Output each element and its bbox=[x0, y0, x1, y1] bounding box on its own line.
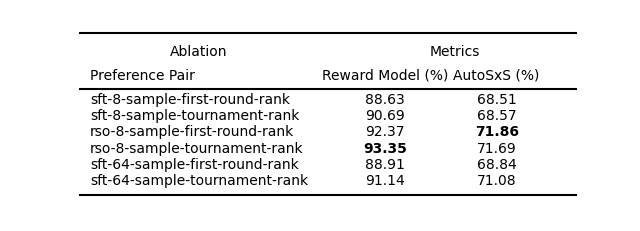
Text: Metrics: Metrics bbox=[429, 45, 479, 59]
Text: Preference Pair: Preference Pair bbox=[90, 69, 195, 83]
Text: rso-8-sample-tournament-rank: rso-8-sample-tournament-rank bbox=[90, 142, 303, 155]
Text: Ablation: Ablation bbox=[170, 45, 228, 59]
Text: 90.69: 90.69 bbox=[365, 109, 405, 123]
Text: 91.14: 91.14 bbox=[365, 174, 405, 188]
Text: AutoSxS (%): AutoSxS (%) bbox=[454, 69, 540, 83]
Text: 88.63: 88.63 bbox=[365, 93, 405, 107]
Text: sft-8-sample-first-round-rank: sft-8-sample-first-round-rank bbox=[90, 93, 290, 107]
Text: 71.08: 71.08 bbox=[477, 174, 516, 188]
Text: 68.57: 68.57 bbox=[477, 109, 516, 123]
Text: sft-64-sample-first-round-rank: sft-64-sample-first-round-rank bbox=[90, 158, 299, 172]
Text: 71.86: 71.86 bbox=[475, 125, 518, 139]
Text: 88.91: 88.91 bbox=[365, 158, 405, 172]
Text: rso-8-sample-first-round-rank: rso-8-sample-first-round-rank bbox=[90, 125, 294, 139]
Text: 71.69: 71.69 bbox=[477, 142, 516, 155]
Text: 92.37: 92.37 bbox=[365, 125, 404, 139]
Text: Reward Model (%): Reward Model (%) bbox=[322, 69, 448, 83]
Text: sft-64-sample-tournament-rank: sft-64-sample-tournament-rank bbox=[90, 174, 308, 188]
Text: 68.84: 68.84 bbox=[477, 158, 516, 172]
Text: sft-8-sample-tournament-rank: sft-8-sample-tournament-rank bbox=[90, 109, 300, 123]
Text: 68.51: 68.51 bbox=[477, 93, 516, 107]
Text: 93.35: 93.35 bbox=[363, 142, 407, 155]
